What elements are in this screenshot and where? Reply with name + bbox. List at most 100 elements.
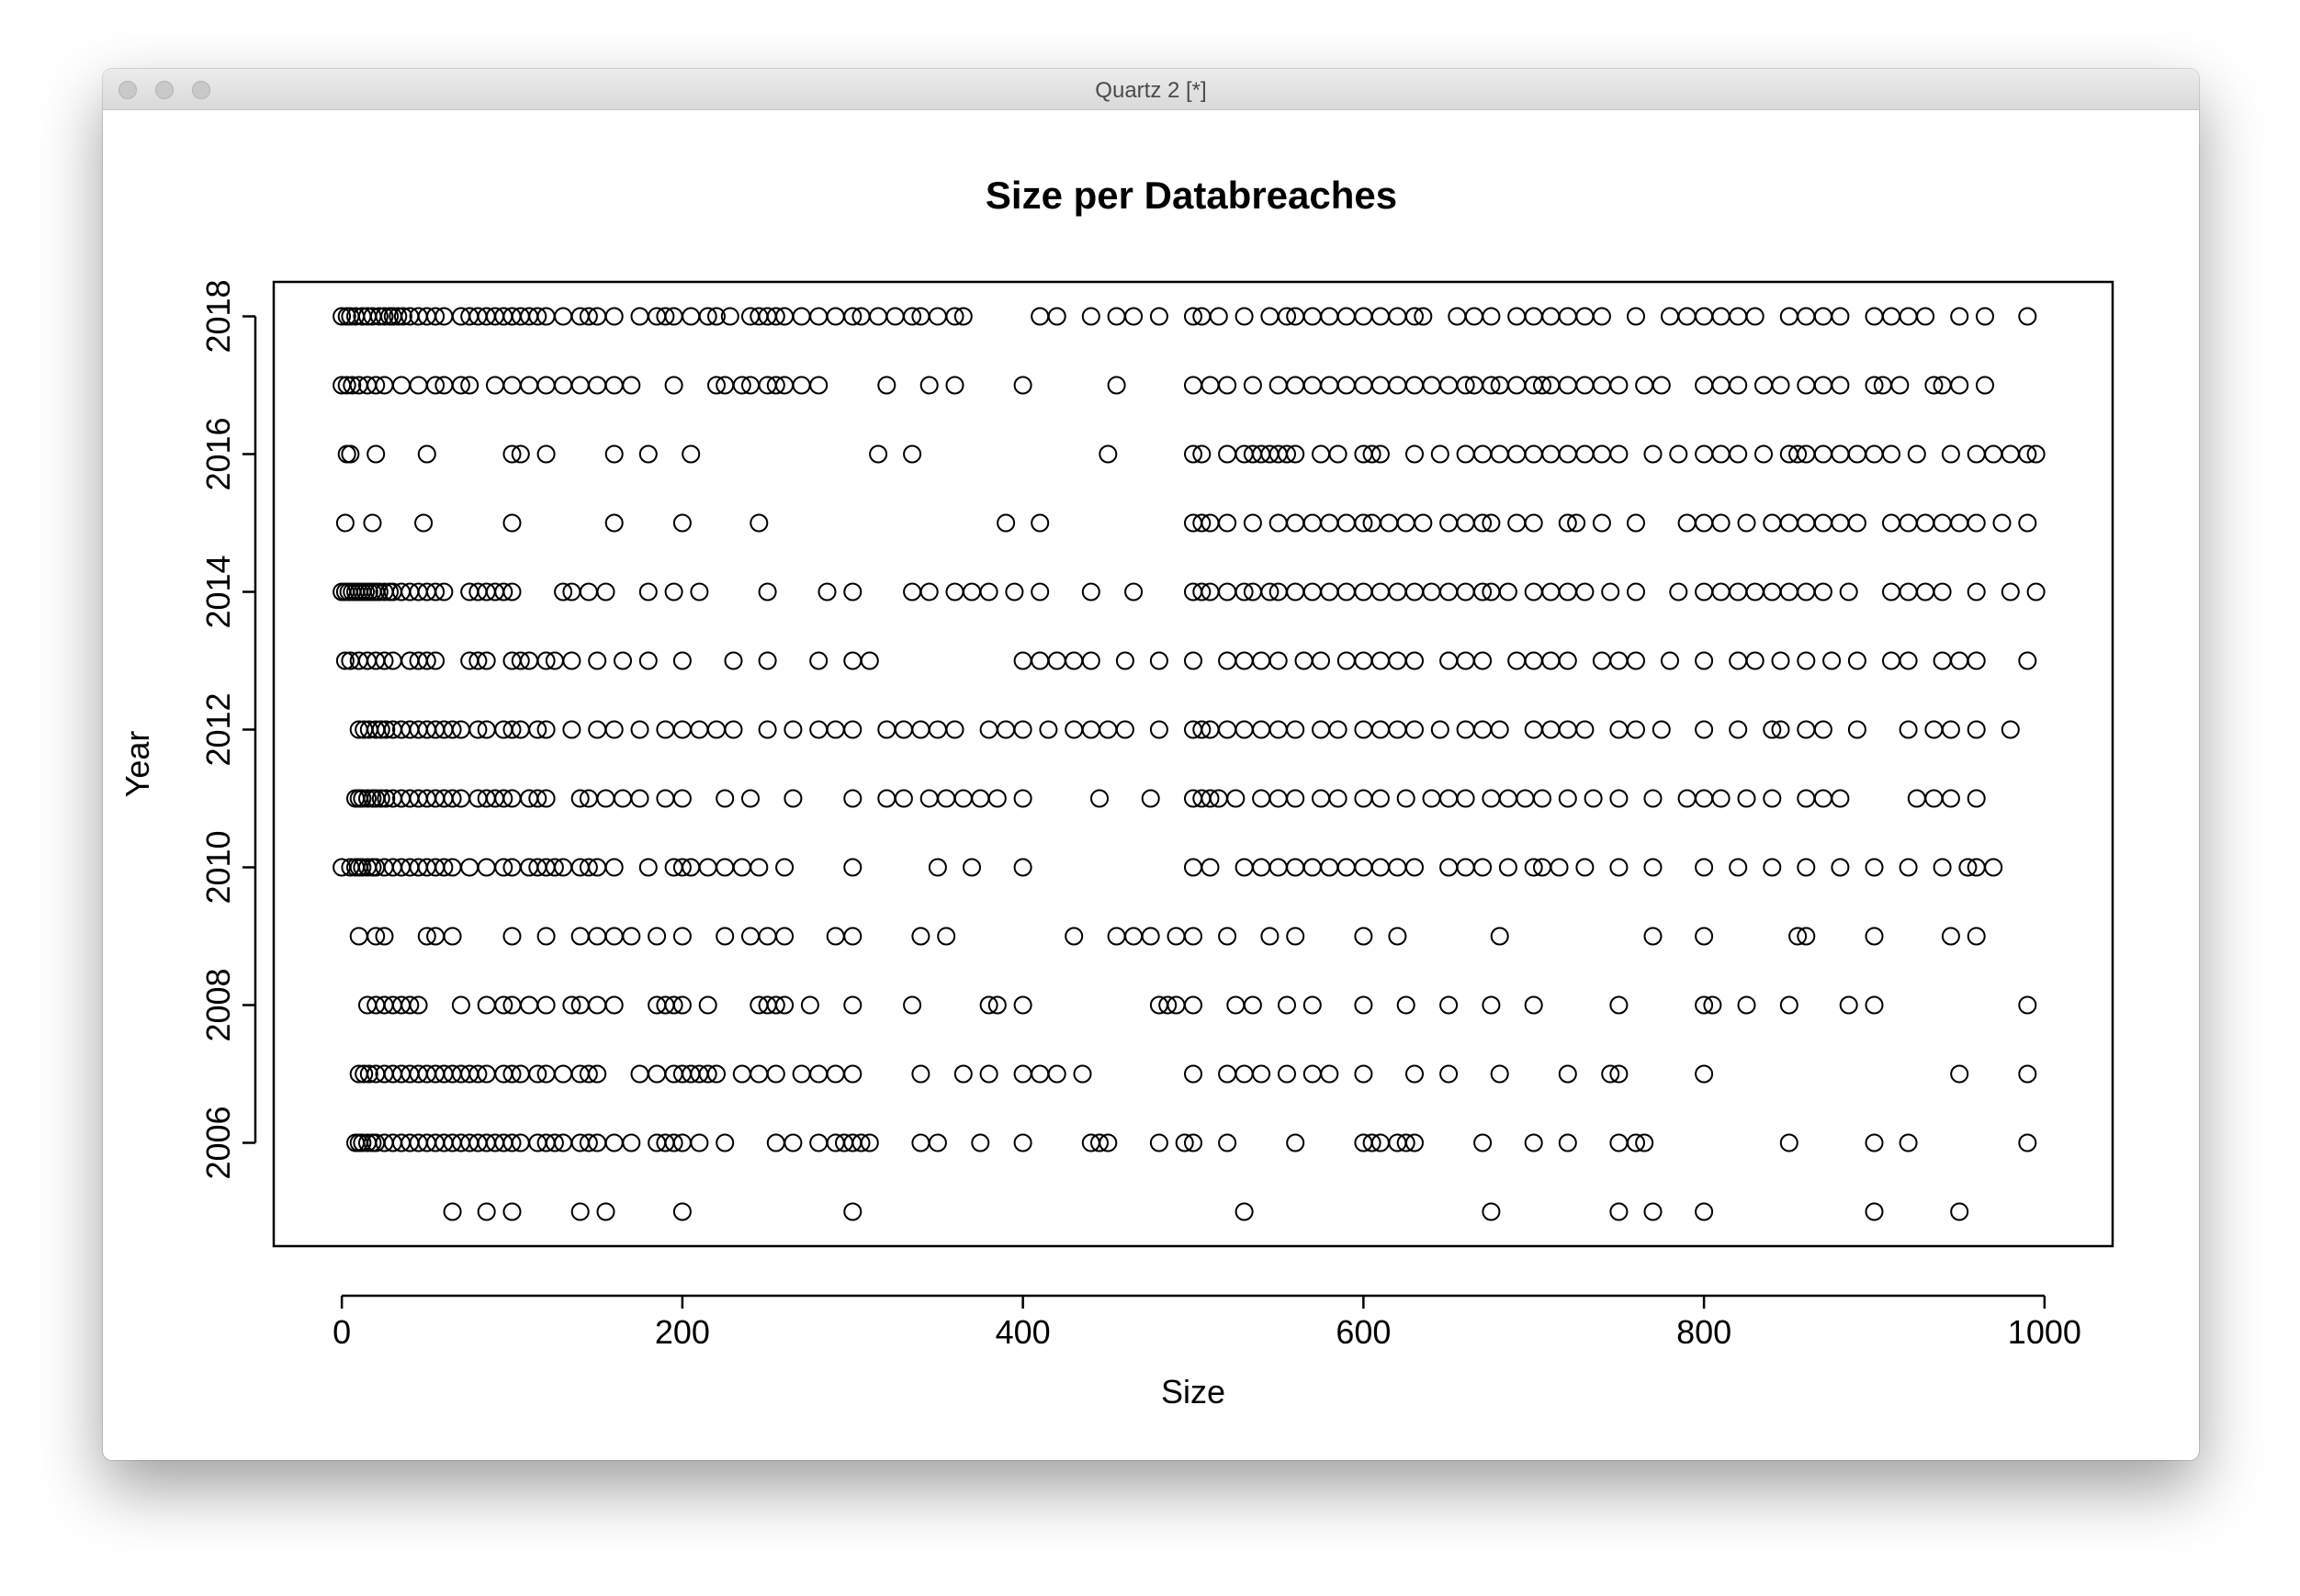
data-point [1218, 582, 1237, 601]
data-point [630, 789, 649, 808]
data-point [1099, 720, 1118, 739]
data-point [741, 927, 760, 946]
data-point [1558, 307, 1577, 326]
data-point [732, 1064, 751, 1084]
data-point [903, 995, 922, 1015]
data-point [1226, 995, 1246, 1015]
data-point [971, 1133, 990, 1152]
data-point [451, 995, 470, 1015]
data-point [1797, 858, 1816, 877]
data-point [656, 307, 675, 326]
data-point [1268, 513, 1288, 533]
data-point [630, 1064, 649, 1084]
data-point [1260, 927, 1280, 946]
data-point [826, 720, 845, 739]
data-point [1490, 927, 1509, 946]
data-point [630, 307, 649, 326]
data-point [1797, 927, 1816, 946]
data-point [1464, 307, 1483, 326]
data-point [1507, 651, 1527, 670]
data-point [860, 651, 879, 670]
data-point [1575, 307, 1595, 326]
data-point [1013, 651, 1032, 670]
data-point [1711, 376, 1731, 395]
data-point [604, 995, 624, 1015]
data-point [1302, 376, 1322, 395]
data-point [1124, 307, 1144, 326]
data-point [766, 1064, 785, 1084]
data-point [596, 582, 615, 601]
data-point [1243, 513, 1262, 533]
data-point [392, 376, 411, 395]
data-point [1124, 582, 1144, 601]
data-point [477, 858, 496, 877]
data-point [1992, 513, 2012, 533]
data-point [809, 1133, 829, 1152]
data-point [1609, 1202, 1629, 1221]
data-point [1635, 1133, 1654, 1152]
data-point [1448, 307, 1467, 326]
data-point [1779, 307, 1798, 326]
data-point [1788, 444, 1808, 464]
data-point [826, 1064, 845, 1084]
data-point [877, 789, 896, 808]
data-point [502, 376, 522, 395]
data-point [1320, 376, 1339, 395]
data-point [1950, 307, 1969, 326]
data-point [1711, 582, 1731, 601]
data-point [1899, 582, 1918, 601]
data-point [919, 789, 939, 808]
data-point [1592, 376, 1611, 395]
data-point [1865, 1202, 1884, 1221]
y-tick-label: 2006 [199, 1106, 237, 1179]
data-point [1847, 513, 1866, 533]
data-point [1336, 858, 1356, 877]
data-point [2026, 582, 2046, 601]
zoom-button[interactable] [192, 81, 210, 99]
data-point [1609, 789, 1629, 808]
data-point [928, 307, 947, 326]
data-point [784, 789, 803, 808]
data-point [1507, 513, 1527, 533]
data-point [1405, 1064, 1424, 1084]
data-point [1695, 307, 1714, 326]
data-point [536, 651, 556, 670]
data-point [707, 1064, 726, 1084]
data-point [579, 1133, 598, 1152]
data-point [1362, 444, 1381, 464]
data-point [343, 376, 362, 395]
minimize-button[interactable] [155, 81, 174, 99]
data-point [1695, 858, 1714, 877]
data-point [1081, 651, 1100, 670]
data-point [1218, 1064, 1237, 1084]
data-point [371, 720, 390, 739]
data-point [928, 720, 947, 739]
data-point [1430, 444, 1449, 464]
data-point [1439, 513, 1459, 533]
data-point [622, 927, 641, 946]
data-point [393, 307, 412, 326]
data-point [826, 927, 845, 946]
data-point [1847, 720, 1866, 739]
data-point [682, 307, 701, 326]
data-point [1218, 444, 1237, 464]
data-point [1745, 307, 1764, 326]
data-point [1924, 789, 1944, 808]
data-point [1149, 1133, 1168, 1152]
close-button[interactable] [118, 81, 137, 99]
data-point [1235, 858, 1254, 877]
data-point [1933, 858, 1952, 877]
data-point [1916, 513, 1935, 533]
y-tick-label: 2016 [199, 417, 237, 490]
y-axis-label: Year [118, 731, 156, 798]
data-point [1541, 307, 1561, 326]
data-point [1354, 376, 1373, 395]
data-point [588, 927, 607, 946]
data-point [1797, 307, 1816, 326]
data-point [911, 720, 930, 739]
data-point [1081, 582, 1100, 601]
data-point [443, 1202, 462, 1221]
data-point [562, 651, 581, 670]
data-point [732, 858, 751, 877]
title-bar[interactable]: Quartz 2 [*] [103, 69, 2199, 110]
